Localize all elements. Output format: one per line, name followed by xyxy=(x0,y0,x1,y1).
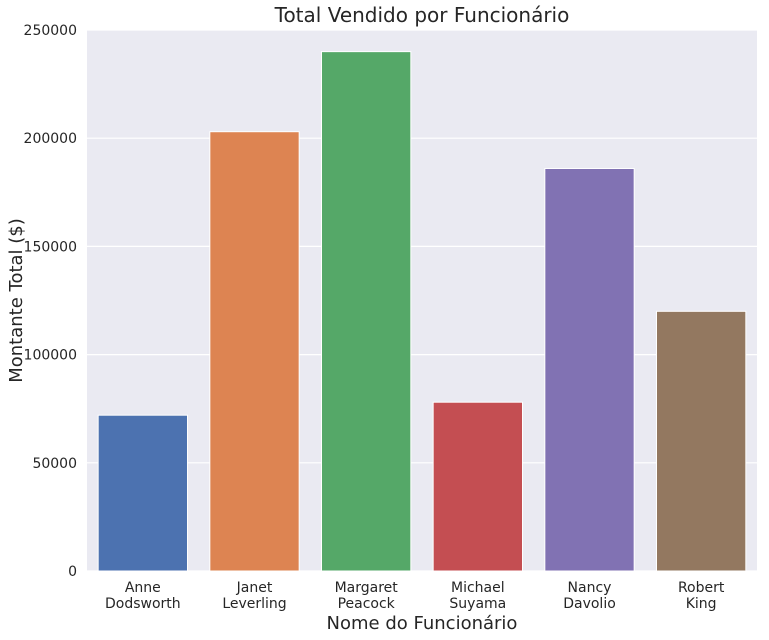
y-tick-label: 100000 xyxy=(24,348,77,364)
bar-robert-king xyxy=(656,310,747,572)
y-tick-label: 50000 xyxy=(32,456,77,472)
x-tick-label: Robert King xyxy=(678,580,725,612)
x-tick-label: Janet Leverling xyxy=(222,580,286,612)
y-tick-label: 150000 xyxy=(24,239,77,255)
bar-margaret-peacock xyxy=(321,51,412,572)
bar-michael-suyama xyxy=(432,401,523,572)
y-tick-labels: 0 50000 100000 150000 200000 250000 xyxy=(24,23,77,580)
x-axis-label: Nome do Funcionário xyxy=(327,613,518,634)
plot-area xyxy=(87,30,757,571)
bar-anne-dodsworth xyxy=(97,414,188,572)
x-tick-label: Anne Dodsworth xyxy=(105,580,181,612)
chart-title: Total Vendido por Funcionário xyxy=(274,3,570,27)
x-tick-label: Michael Suyama xyxy=(449,580,506,612)
bar-janet-leverling xyxy=(209,131,300,572)
y-tick-label: 250000 xyxy=(24,23,77,39)
y-tick-label: 0 xyxy=(68,564,77,580)
y-axis-label: Montante Total ($) xyxy=(6,218,27,383)
x-tick-labels: Anne Dodsworth Janet Leverling Margaret Peaco… xyxy=(105,580,725,612)
bar-nancy-davolio xyxy=(544,167,635,572)
bars xyxy=(97,51,747,572)
y-tick-label: 200000 xyxy=(24,131,77,147)
x-tick-label: Margaret Peacock xyxy=(335,580,399,612)
grid-lines xyxy=(87,29,757,572)
x-tick-label: Nancy Davolio xyxy=(563,580,616,612)
